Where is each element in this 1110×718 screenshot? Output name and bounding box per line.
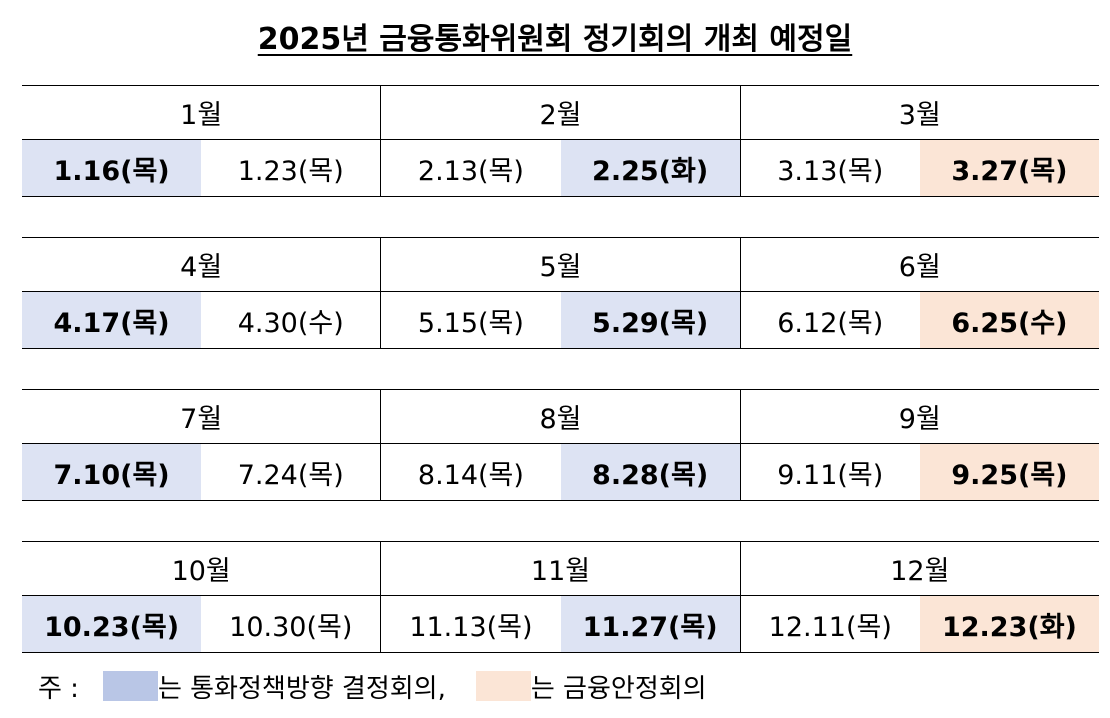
date-cell: 9.25(목) [919,444,1100,500]
date-cell: 3.27(목) [919,140,1100,196]
date-cell: 9.11(목) [739,444,920,500]
month-cell: 1월 [180,100,223,131]
schedule-block-q2: 4월 5월 6월 4.17(목) 4.30(수) 5.15(목) 5.29(목)… [22,237,1100,349]
month-cell: 10월 [171,556,231,587]
date-row: 7.10(목) 7.24(목) 8.14(목) 8.28(목) 9.11(목) … [22,444,1100,500]
month-header-row: 1월 2월 3월 [22,86,1099,140]
legend-swatch-blue [102,671,158,701]
date-row: 4.17(목) 4.30(수) 5.15(목) 5.29(목) 6.12(목) … [22,292,1100,348]
page-title: 2025년 금융통화위원회 정기회의 개최 예정일 [257,22,853,57]
date-cell: 2.25(화) [560,140,740,196]
month-header-row: 7월 8월 9월 [22,390,1099,444]
month-cell: 9월 [739,390,1099,443]
month-cell: 7월 [180,404,223,435]
schedule-block-q3: 7월 8월 9월 7.10(목) 7.24(목) 8.14(목) 8.28(목)… [22,389,1100,501]
date-cell: 1.23(목) [237,155,344,187]
date-cell: 7.24(목) [237,459,344,491]
month-cell: 4월 [180,252,223,283]
date-cell: 12.23(화) [919,596,1100,652]
date-cell: 5.29(목) [560,292,740,348]
month-cell: 6월 [739,238,1099,291]
schedule-block-q1: 1월 2월 3월 1.16(목) 1.23(목) 2.13(목) 2.25(화)… [22,85,1100,197]
legend-swatch-orange [475,671,531,701]
date-cell: 4.17(목) [22,292,202,348]
date-cell: 3.13(목) [739,140,920,196]
legend: 주 : 는 통화정책방향 결정회의, 는 금융안정회의 [38,668,707,704]
date-cell: 10.30(목) [229,611,353,643]
legend-orange-label: 는 금융안정회의 [530,673,707,704]
date-cell: 12.11(목) [739,596,920,652]
date-cell: 10.23(목) [22,596,202,652]
month-cell: 11월 [380,542,739,595]
month-cell: 8월 [380,390,739,443]
month-cell: 3월 [739,86,1099,139]
legend-blue-label: 는 통화정책방향 결정회의, [157,673,446,704]
date-cell: 11.13(목) [380,596,560,652]
month-cell: 2월 [380,86,739,139]
month-cell: 5월 [380,238,739,291]
date-cell: 8.14(목) [380,444,560,500]
date-cell: 6.25(수) [919,292,1100,348]
schedule-block-q4: 10월 11월 12월 10.23(목) 10.30(목) 11.13(목) 1… [22,541,1100,653]
date-cell: 7.10(목) [22,444,202,500]
date-cell: 4.30(수) [237,307,344,339]
month-header-row: 10월 11월 12월 [22,542,1099,596]
date-cell: 6.12(목) [739,292,920,348]
date-cell: 11.27(목) [560,596,740,652]
date-row: 10.23(목) 10.30(목) 11.13(목) 11.27(목) 12.1… [22,596,1100,652]
date-cell: 8.28(목) [560,444,740,500]
date-cell: 5.15(목) [380,292,560,348]
date-cell: 2.13(목) [380,140,560,196]
date-cell: 1.16(목) [22,140,202,196]
month-header-row: 4월 5월 6월 [22,238,1099,292]
month-cell: 12월 [739,542,1099,595]
legend-prefix: 주 : [38,673,79,704]
date-row: 1.16(목) 1.23(목) 2.13(목) 2.25(화) 3.13(목) … [22,140,1100,196]
